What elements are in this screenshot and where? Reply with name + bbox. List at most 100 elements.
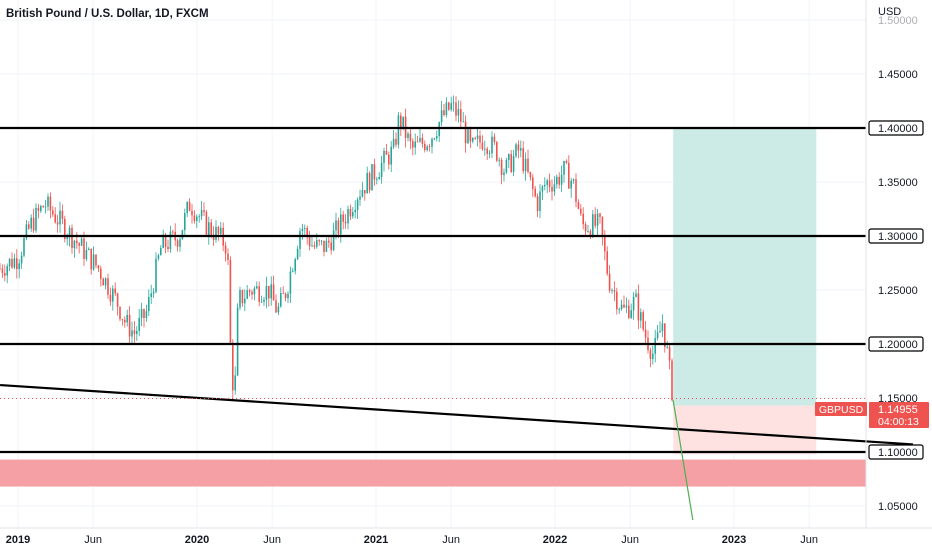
candle-body: [508, 154, 510, 161]
candle-body: [299, 230, 301, 249]
candle-body: [596, 213, 599, 226]
candle-body: [8, 258, 11, 267]
candle-body: [433, 138, 436, 140]
chart-title: British Pound / U.S. Dollar, 1D, FXCM: [6, 8, 209, 20]
candle-body: [11, 258, 13, 268]
level-label-box: [868, 120, 924, 136]
candle-body: [416, 141, 419, 143]
candle-body: [455, 102, 457, 116]
candle-body: [308, 237, 311, 247]
time-tick-label: 2022: [543, 534, 567, 546]
candle-body: [582, 213, 584, 225]
candle-body: [28, 224, 30, 229]
projection-line[interactable]: [672, 400, 694, 521]
candle-body: [580, 208, 582, 214]
candle-body: [424, 143, 426, 151]
price-tag-bg: [869, 402, 929, 428]
candle-body: [332, 230, 335, 251]
candle-body: [560, 174, 563, 185]
candle-body: [138, 318, 140, 331]
time-tick-label: 2023: [722, 534, 746, 546]
horizontal-levels[interactable]: [0, 126, 866, 454]
candle-body: [169, 231, 172, 250]
candle-body: [71, 227, 73, 249]
candle-body: [666, 346, 668, 348]
price-axis[interactable]: 1.050001.100001.150001.200001.250001.300…: [865, 0, 924, 528]
candle-body: [359, 196, 361, 200]
candle-body: [517, 144, 520, 151]
candle-body: [541, 186, 544, 192]
price-tick-label: 1.50000: [878, 15, 918, 27]
candle-body: [587, 230, 589, 232]
candle-body: [599, 213, 601, 217]
candle-body: [392, 138, 395, 147]
candle-body: [167, 246, 169, 250]
level-label-box: [868, 444, 924, 460]
candle-body: [311, 245, 313, 247]
candle-body: [611, 290, 613, 292]
candle-body: [496, 142, 498, 161]
candle-body: [23, 238, 25, 256]
price-tick-label: 1.25000: [878, 285, 918, 297]
candle-body: [527, 158, 529, 172]
candle-body: [37, 207, 40, 211]
candle-body: [277, 306, 280, 313]
candle-body: [289, 271, 292, 294]
candle-body: [515, 144, 517, 157]
candle-body: [577, 201, 580, 209]
candle-body: [486, 148, 488, 154]
descending-trendline[interactable]: [0, 383, 914, 446]
candle-body: [155, 258, 157, 292]
candle-body: [652, 353, 654, 359]
candle-body: [488, 153, 491, 154]
candle-body: [364, 190, 366, 194]
candle-body: [160, 247, 162, 256]
target-zone[interactable]: [673, 128, 817, 406]
candle-body: [440, 110, 443, 123]
time-axis[interactable]: 2019 Jun 2020 Jun 2021 Jun 2022 Jun 2023 Jun: [0, 527, 932, 546]
candles: [0, 95, 673, 402]
candle-body: [25, 224, 28, 239]
support-zone-band[interactable]: [0, 459, 866, 487]
candle-body: [570, 180, 572, 189]
candle-body: [503, 172, 505, 176]
candle-body: [210, 222, 212, 236]
candle-body: [270, 284, 272, 299]
candle-body: [32, 217, 35, 231]
price-tick-label: 1.10000: [878, 447, 918, 459]
candle-body: [316, 240, 318, 247]
candle-body: [620, 304, 623, 309]
candle-body: [592, 214, 594, 237]
candle-body: [361, 190, 364, 197]
candle-body: [412, 141, 414, 148]
candle-body: [536, 196, 539, 211]
candle-body: [239, 289, 241, 308]
candle-body: [476, 135, 479, 139]
candle-body: [625, 305, 628, 308]
candle-body: [505, 160, 508, 173]
candle-body: [558, 176, 560, 185]
candle-body: [102, 278, 104, 286]
candle-body: [395, 138, 397, 145]
candle-body: [143, 309, 145, 318]
candle-body: [378, 177, 380, 180]
candle-body: [140, 309, 143, 319]
candle-body: [251, 291, 253, 295]
candle-body: [426, 146, 428, 151]
candle-body: [347, 208, 349, 224]
candle-body: [179, 239, 181, 247]
candle-body: [172, 231, 174, 233]
candle-body: [484, 148, 486, 150]
candle-body: [520, 148, 522, 151]
position-tool[interactable]: [673, 128, 817, 455]
price-tag: GBPUSD 1.14955 04:00:13: [815, 402, 929, 428]
candle-body: [342, 214, 344, 222]
candle-body: [376, 179, 378, 181]
candle-body: [594, 214, 596, 226]
candle-body: [512, 156, 515, 172]
candle-body: [328, 240, 330, 243]
candle-body: [224, 245, 227, 254]
candle-body: [500, 159, 503, 176]
candle-body: [368, 173, 371, 191]
